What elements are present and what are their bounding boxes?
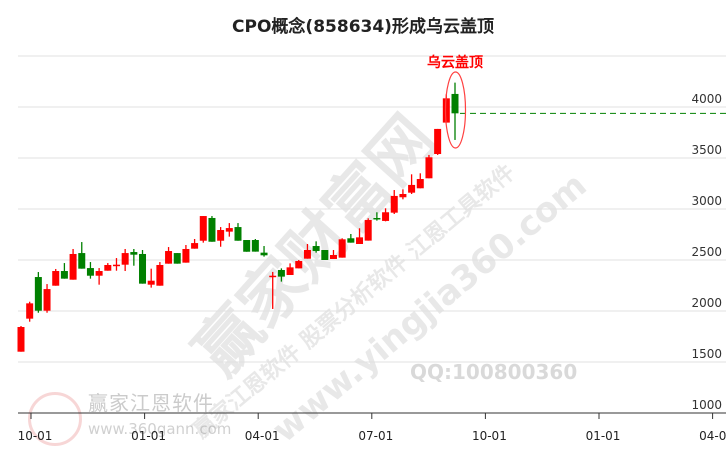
x-tick-label: 01-01 bbox=[586, 429, 621, 443]
x-tick-label: 07-01 bbox=[358, 429, 393, 443]
candle-body bbox=[356, 237, 364, 244]
candle-body bbox=[78, 253, 86, 269]
watermark-qq: QQ:100800360 bbox=[410, 360, 578, 384]
candle-body bbox=[382, 212, 390, 221]
candle-body bbox=[199, 216, 207, 241]
y-tick-label: 3500 bbox=[691, 143, 722, 157]
candle-body bbox=[217, 230, 225, 241]
candle-body bbox=[364, 220, 372, 241]
candle-body bbox=[329, 255, 337, 259]
candle-body bbox=[182, 248, 190, 263]
y-tick-label: 4000 bbox=[691, 92, 722, 106]
candle-body bbox=[303, 250, 311, 259]
y-tick-label: 2500 bbox=[691, 245, 722, 259]
candle-body bbox=[373, 217, 381, 220]
candle-body bbox=[451, 93, 459, 114]
candle-body bbox=[251, 240, 259, 252]
y-tick-label: 1000 bbox=[691, 398, 722, 412]
y-tick-label: 3000 bbox=[691, 194, 722, 208]
candle-body bbox=[416, 179, 424, 189]
candle-body bbox=[104, 264, 112, 271]
candle-body bbox=[208, 217, 216, 242]
annotation-label: 乌云盖顶 bbox=[427, 54, 483, 71]
candle-body bbox=[277, 269, 285, 277]
candle-body bbox=[69, 253, 77, 280]
logo-seal bbox=[28, 392, 82, 446]
x-tick-label: 10-01 bbox=[18, 429, 53, 443]
candle-body bbox=[425, 157, 433, 179]
candle-body bbox=[34, 277, 42, 311]
candle-body bbox=[225, 228, 233, 232]
x-tick-label: 04-01 bbox=[699, 429, 726, 443]
candle-body bbox=[156, 264, 164, 286]
candle-body bbox=[112, 264, 120, 267]
x-tick-label: 01-01 bbox=[131, 429, 166, 443]
candle-body bbox=[173, 253, 181, 264]
y-tick-label: 2000 bbox=[691, 296, 722, 310]
candle-body bbox=[52, 271, 60, 286]
chart-title: CPO概念(858634)形成乌云盖顶 bbox=[232, 17, 494, 37]
candle-body bbox=[147, 280, 155, 285]
candle-body bbox=[86, 268, 94, 276]
candle-body bbox=[408, 184, 416, 193]
candle-body bbox=[286, 267, 294, 275]
candle-body bbox=[95, 271, 103, 276]
candle-body bbox=[165, 251, 173, 264]
candle-body bbox=[321, 250, 329, 260]
candle-body bbox=[17, 327, 25, 352]
x-tick-label: 04-01 bbox=[245, 429, 280, 443]
candle-body bbox=[130, 252, 138, 255]
logo-url: www.360gann.com bbox=[88, 420, 232, 438]
candle-body bbox=[269, 275, 277, 278]
candle-body bbox=[139, 253, 147, 284]
candle-body bbox=[295, 261, 303, 269]
candle-body bbox=[347, 238, 355, 243]
candle-body bbox=[390, 195, 398, 213]
candle-body bbox=[338, 239, 346, 258]
candle-body bbox=[121, 253, 129, 265]
annotation-ellipse bbox=[444, 71, 467, 149]
candle-body bbox=[191, 243, 199, 249]
candle-body bbox=[312, 246, 320, 252]
candle-body bbox=[26, 303, 34, 319]
y-tick-label: 1500 bbox=[691, 347, 722, 361]
candle-body bbox=[60, 271, 68, 279]
candle-body bbox=[234, 227, 242, 241]
candle-body bbox=[434, 128, 442, 155]
candle-body bbox=[43, 289, 51, 311]
candle-body bbox=[399, 194, 407, 198]
candle-body bbox=[243, 240, 251, 252]
x-tick-label: 10-01 bbox=[472, 429, 507, 443]
logo-name: 赢家江恩软件 bbox=[88, 391, 214, 415]
candle-body bbox=[260, 252, 268, 256]
candle-body bbox=[442, 98, 450, 123]
